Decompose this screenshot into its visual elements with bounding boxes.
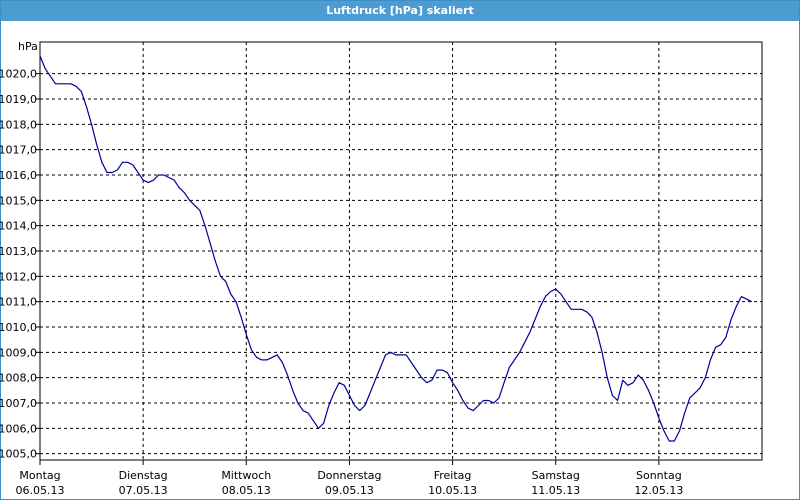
y-axis-ticks: 1005,0 1006,0 1007,0 1008,0 1009,0 1010,0 1011… [0, 68, 40, 461]
y-tick-label: 1009,0 [0, 346, 37, 359]
x-tick-date: 06.05.13 [16, 484, 65, 497]
chart-title: Luftdruck [hPa] skaliert [1, 1, 799, 21]
y-tick-label: 1016,0 [0, 169, 37, 182]
x-tick-day: Dienstag [119, 469, 168, 482]
y-tick-label: 1010,0 [0, 321, 37, 334]
y-tick-label: 1018,0 [0, 118, 37, 131]
x-tick-date: 09.05.13 [325, 484, 374, 497]
y-tick-label: 1020,0 [0, 68, 37, 81]
y-axis-label: hPa [18, 40, 38, 53]
y-tick-label: 1015,0 [0, 194, 37, 207]
x-tick-day: Montag [19, 469, 60, 482]
series-line-luftdruck [39, 55, 752, 442]
x-tick-day: Mittwoch [221, 469, 271, 482]
y-tick-label: 1017,0 [0, 144, 37, 157]
x-tick-date: 08.05.13 [222, 484, 271, 497]
y-tick-label: 1008,0 [0, 372, 37, 385]
grid [40, 42, 762, 460]
y-tick-label: 1014,0 [0, 220, 37, 233]
x-tick-date: 07.05.13 [119, 484, 168, 497]
x-tick-date: 10.05.13 [428, 484, 477, 497]
y-tick-label: 1019,0 [0, 93, 37, 106]
y-tick-label: 1006,0 [0, 422, 37, 435]
y-tick-label: 1011,0 [0, 296, 37, 309]
x-tick-date: 12.05.13 [634, 484, 683, 497]
y-tick-label: 1012,0 [0, 270, 37, 283]
x-tick-day: Freitag [434, 469, 472, 482]
x-axis-ticks: Montag 06.05.13 Dienstag 07.05.13 Mittwoch 08… [16, 460, 683, 497]
plot-border [39, 41, 763, 461]
y-tick-label: 1007,0 [0, 397, 37, 410]
x-tick-day: Samstag [532, 469, 580, 482]
y-tick-label: 1005,0 [0, 448, 37, 461]
series [39, 55, 752, 442]
x-tick-day: Donnerstag [317, 469, 381, 482]
x-tick-day: Sonntag [636, 469, 682, 482]
x-tick-date: 11.05.13 [531, 484, 580, 497]
y-tick-label: 1013,0 [0, 245, 37, 258]
